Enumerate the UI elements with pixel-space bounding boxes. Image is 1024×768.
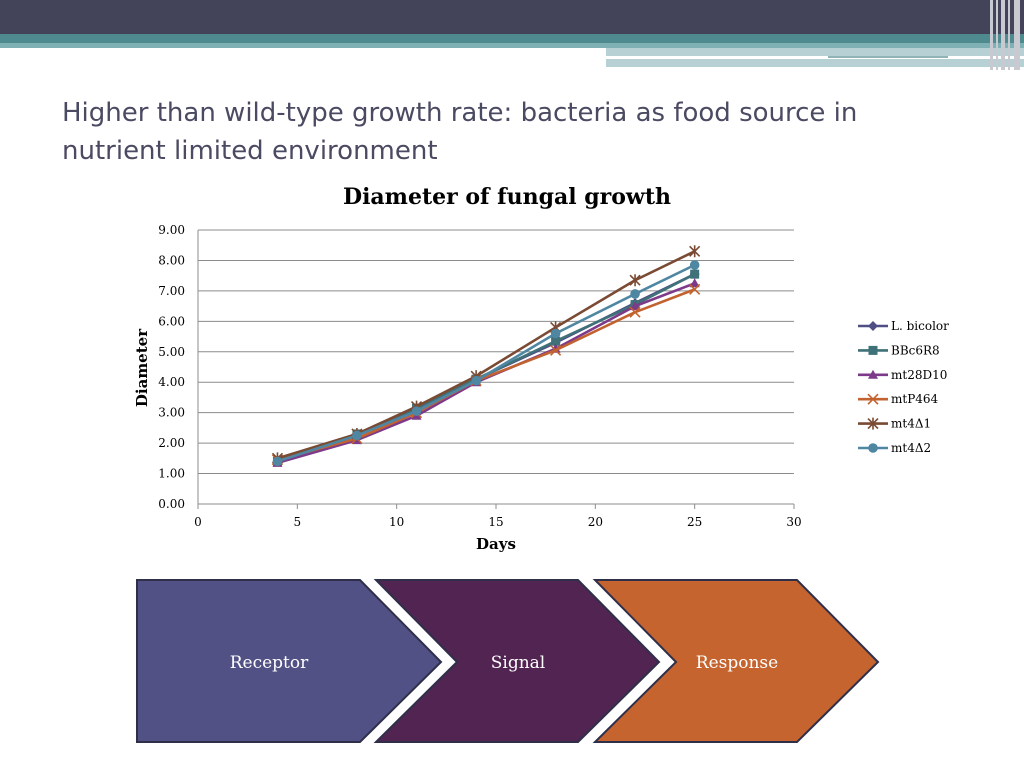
data-point (690, 269, 700, 279)
data-point (629, 306, 641, 318)
x-tick-label: 20 (588, 515, 603, 529)
legend-marker (868, 345, 878, 355)
x-tick-label: 25 (687, 515, 702, 529)
legend-item: mt4Δ1 (858, 417, 931, 431)
chart-title: Diameter of fungal growth (343, 184, 671, 210)
series-2 (272, 278, 700, 467)
y-tick-label: 1.00 (158, 467, 185, 481)
y-tick-label: 8.00 (158, 253, 185, 267)
x-tick-label: 15 (488, 515, 503, 529)
chevron-signal (373, 579, 661, 743)
data-point (630, 289, 640, 299)
response-label: Response (696, 653, 778, 673)
x-tick-label: 5 (294, 515, 302, 529)
legend-marker (867, 417, 879, 430)
legend-label: mt4Δ2 (891, 441, 931, 455)
series-4 (271, 245, 701, 465)
data-point (352, 430, 362, 441)
data-point (630, 301, 641, 311)
y-tick-label: 6.00 (158, 314, 185, 328)
data-point (689, 245, 701, 258)
x-tick-label: 30 (786, 515, 801, 529)
y-tick-label: 5.00 (158, 345, 185, 359)
legend-marker (868, 369, 878, 379)
legend-label: mt4Δ1 (891, 417, 931, 431)
legend-label: BBc6R8 (891, 343, 940, 357)
data-point (689, 283, 701, 295)
header-accent (606, 59, 1024, 67)
data-point (551, 336, 561, 346)
legend-marker (867, 393, 879, 405)
header-bar (0, 0, 1024, 34)
chevron-receptor (136, 579, 443, 743)
data-point (550, 344, 562, 356)
receptor-label: Receptor (230, 653, 309, 673)
legend-label: L. bicolor (891, 319, 949, 333)
legend-marker (868, 443, 878, 453)
gridlines (198, 229, 794, 475)
data-point (629, 274, 641, 287)
process-diagram: Receptor Signal Response (136, 579, 880, 743)
y-tick-label: 3.00 (158, 406, 185, 420)
x-tick-label: 0 (194, 515, 202, 529)
signal-label: Signal (491, 653, 546, 673)
data-point (550, 328, 561, 339)
y-tick-label: 9.00 (158, 223, 185, 237)
y-tick-labels: 0.00 1.00 2.00 3.00 4.00 5.00 6.00 7.00 8.00 9.00 (158, 223, 185, 511)
y-axis-label: Diameter (133, 328, 151, 407)
legend-item: mt28D10 (858, 368, 947, 382)
header-accent (606, 56, 1024, 59)
data-point (471, 375, 481, 386)
legend: L. bicolor BBc6R8 mt28D10 mtP464 mt4Δ1 mt4Δ2 (858, 319, 949, 455)
header-decoration (988, 0, 1024, 70)
chevron-response (592, 579, 880, 743)
legend-label: mt28D10 (891, 368, 947, 382)
x-tick-label: 10 (389, 515, 404, 529)
series-5 (272, 260, 700, 467)
series-group (271, 245, 701, 467)
header-stripe (0, 34, 1024, 43)
line-chart: Diameter of fungal growth 0.00 1.00 2.00 3.… (133, 184, 949, 553)
header-accent (828, 56, 948, 58)
legend-label: mtP464 (891, 392, 939, 406)
y-tick-label: 7.00 (158, 284, 185, 298)
axes (197, 230, 795, 509)
legend-item: mtP464 (858, 392, 939, 406)
slide-title: Higher than wild-type growth rate: bacte… (62, 98, 858, 166)
data-point (689, 260, 700, 270)
y-tick-label: 4.00 (158, 375, 185, 389)
legend-item: mt4Δ2 (858, 441, 931, 455)
legend-marker (868, 321, 878, 331)
data-point (689, 278, 700, 288)
series-0 (272, 269, 700, 467)
x-axis-label: Days (476, 535, 516, 553)
x-tick-labels: 0 5 10 15 20 25 30 (194, 515, 801, 529)
data-point (272, 456, 283, 467)
legend-item: BBc6R8 (858, 343, 940, 357)
legend-item: L. bicolor (858, 319, 949, 333)
header-stripe (0, 43, 1024, 48)
y-tick-label: 0.00 (158, 497, 185, 511)
header-accent (606, 48, 1024, 56)
y-tick-label: 2.00 (158, 436, 185, 450)
data-point (411, 406, 422, 416)
